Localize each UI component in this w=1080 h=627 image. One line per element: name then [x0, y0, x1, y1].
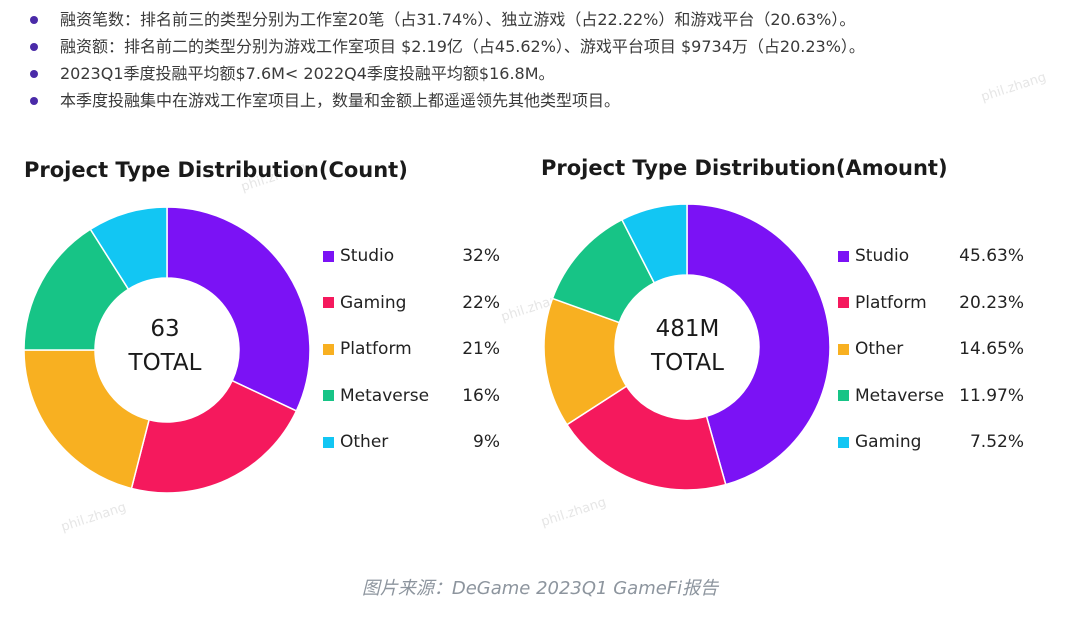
summary-bullets: 融资笔数：排名前三的类型分别为工作室20笔（占31.74%）、独立游戏（占22.…: [30, 6, 1070, 114]
legend-label: Metaverse: [855, 385, 945, 406]
legend-percent-gaming: 22%: [462, 292, 500, 313]
legend-label: Gaming: [855, 432, 922, 452]
bullet-dot-icon: [30, 42, 38, 51]
legend-percent-metaverse: 11.97%: [959, 385, 1024, 406]
bullet-text: 2023Q1季度投融平均额$7.6M< 2022Q4季度投融平均额$16.8M。: [60, 64, 555, 83]
legend-percent-other: 14.65%: [959, 339, 1024, 359]
bullet-item: 本季度投融集中在游戏工作室项目上，数量和金额上都遥遥领先其他类型项目。: [30, 87, 1070, 114]
chart-title-count: Project Type Distribution(Count): [24, 158, 408, 182]
legend-swatch-icon: [838, 250, 849, 262]
legend-percent-studio: 45.63%: [959, 246, 1024, 266]
watermark-text: phil.zhang: [539, 494, 609, 531]
legend-swatch-icon: [838, 436, 849, 448]
legend-swatch-icon: [838, 297, 849, 308]
bullet-item: 融资额：排名前二的类型分别为游戏工作室项目 $2.19亿（占45.62%）、游戏…: [30, 33, 1070, 60]
legend-label: Studio: [340, 246, 395, 266]
legend-swatch-icon: [323, 390, 334, 401]
legend-swatch-icon: [323, 343, 334, 355]
legend-label: Platform: [855, 292, 927, 313]
donut-center-value: 63: [150, 316, 180, 342]
bullet-text: 本季度投融集中在游戏工作室项目上，数量和金额上都遥遥领先其他类型项目。: [60, 91, 621, 110]
legend-swatch-icon: [838, 390, 849, 401]
legend-label: Other: [855, 339, 904, 359]
chart-title-amount: Project Type Distribution(Amount): [541, 156, 948, 180]
legend-percent-other: 9%: [473, 432, 500, 452]
legend-item-gaming: Gaming: [323, 293, 406, 313]
donut-chart-count: [23, 206, 311, 494]
legend-item-other: Other: [838, 339, 903, 359]
legend-label: Other: [340, 432, 389, 452]
legend-swatch-icon: [323, 436, 334, 448]
legend-label: Gaming: [340, 292, 407, 313]
legend-label: Studio: [855, 246, 910, 266]
legend-item-studio: Studio: [323, 246, 394, 266]
donut-slice-platform: [565, 385, 727, 491]
legend-swatch-icon: [323, 297, 334, 308]
bullet-text: 融资额：排名前二的类型分别为游戏工作室项目 $2.19亿（占45.62%）、游戏…: [60, 37, 865, 56]
bullet-item: 2023Q1季度投融平均额$7.6M< 2022Q4季度投融平均额$16.8M。: [30, 60, 1070, 87]
watermark-text: phil.zhang: [59, 499, 129, 536]
legend-label: Metaverse: [340, 385, 430, 406]
bullet-item: 融资笔数：排名前三的类型分别为工作室20笔（占31.74%）、独立游戏（占22.…: [30, 6, 1070, 33]
donut-center-count: 63 TOTAL: [95, 312, 235, 380]
donut-slice-gaming: [130, 379, 298, 494]
legend-percent-platform: 21%: [462, 339, 500, 359]
legend-item-gaming: Gaming: [838, 432, 921, 452]
donut-slice-studio: [686, 203, 831, 486]
legend-item-metaverse: Metaverse: [838, 386, 944, 406]
legend-item-other: Other: [323, 432, 388, 452]
legend-percent-gaming: 7.52%: [969, 432, 1024, 452]
legend-swatch-icon: [838, 343, 849, 355]
bullet-dot-icon: [30, 96, 38, 105]
bullet-dot-icon: [30, 69, 38, 78]
donut-center-amount: 481M TOTAL: [615, 312, 760, 380]
legend-percent-studio: 32%: [462, 246, 500, 266]
bullet-text: 融资笔数：排名前三的类型分别为工作室20笔（占31.74%）、独立游戏（占22.…: [60, 10, 856, 29]
legend-item-studio: Studio: [838, 246, 909, 266]
donut-center-label: TOTAL: [128, 350, 202, 376]
legend-item-metaverse: Metaverse: [323, 386, 429, 406]
legend-label: Platform: [340, 339, 412, 359]
donut-chart-amount: [543, 203, 831, 491]
legend-item-platform: Platform: [323, 339, 412, 359]
donut-slice-other: [89, 206, 168, 291]
bullet-dot-icon: [30, 15, 38, 24]
figure-caption: 图片来源：DeGame 2023Q1 GameFi报告: [361, 578, 719, 599]
legend-item-platform: Platform: [838, 293, 927, 313]
donut-slice-gaming: [620, 203, 688, 284]
legend-swatch-icon: [323, 250, 334, 262]
legend-percent-metaverse: 16%: [462, 385, 500, 406]
donut-slice-platform: [23, 349, 151, 490]
legend-percent-platform: 20.23%: [959, 292, 1024, 313]
donut-slice-studio: [166, 206, 311, 412]
donut-center-value: 481M: [655, 316, 720, 342]
donut-center-label: TOTAL: [651, 350, 724, 376]
